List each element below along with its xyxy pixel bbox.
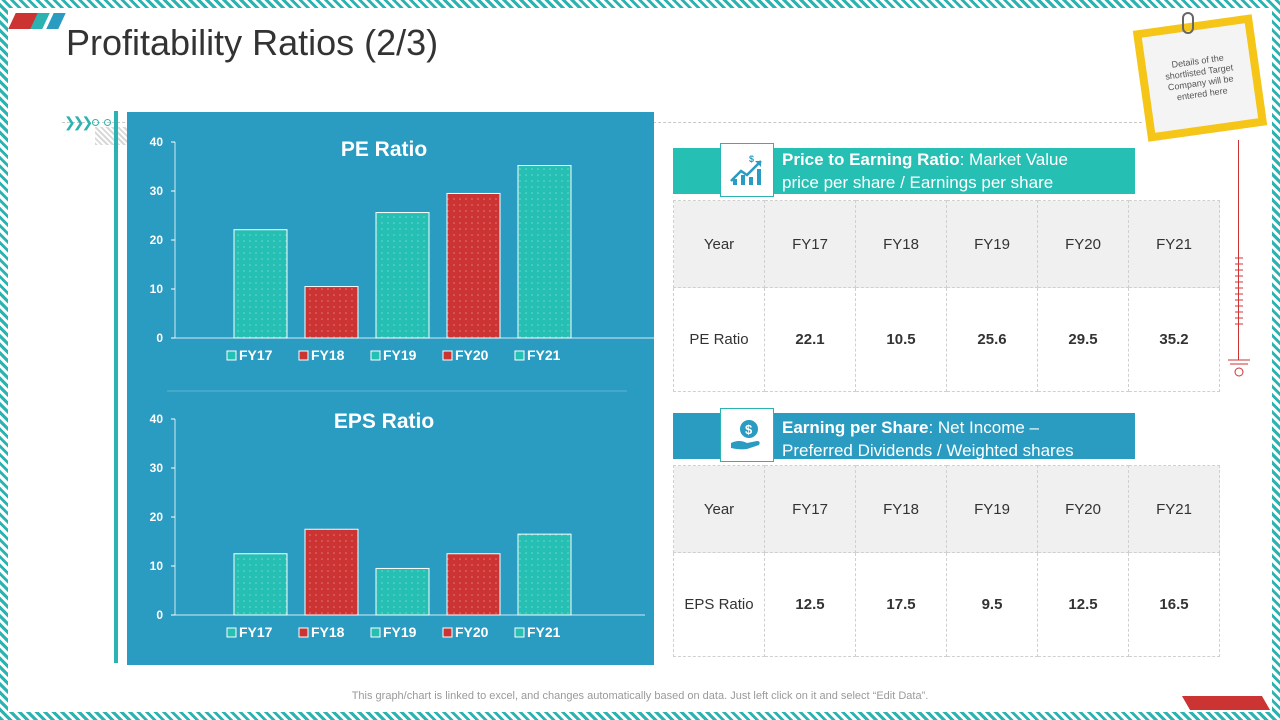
accent-vertical-bar [114, 111, 118, 663]
thermometer-icon [1228, 257, 1250, 377]
bar-texture [447, 553, 500, 615]
table-cell: 9.5 [946, 552, 1038, 657]
table-header-cell: FY18 [855, 200, 947, 288]
bar-texture [305, 529, 358, 615]
y-tick-label: 30 [150, 461, 164, 475]
pe-ratio-table: Year FY17 FY18 FY19 FY20 FY21 PE Ratio 2… [673, 200, 1220, 392]
table-header-cell: FY19 [946, 200, 1038, 288]
pe-definition-term: Price to Earning Ratio [782, 150, 960, 169]
legend-label: FY20 [455, 347, 489, 363]
growth-chart-dollar-icon: $ [720, 143, 774, 197]
table-header-cell: FY20 [1037, 200, 1129, 288]
legend-label: FY19 [383, 624, 417, 640]
hanging-line-decoration [1238, 140, 1239, 360]
y-tick-label: 40 [150, 412, 164, 426]
table-header-cell: FY19 [946, 465, 1038, 553]
sticky-note-text: Details of the shortlisted Target Compan… [1141, 23, 1259, 133]
bottom-corner-flag [1181, 696, 1271, 710]
table-header-cell: FY21 [1128, 200, 1220, 288]
table-header-cell: FY21 [1128, 465, 1220, 553]
table-header-row: Year FY17 FY18 FY19 FY20 FY21 [673, 465, 1220, 553]
table-header-cell: FY17 [764, 465, 856, 553]
table-cell: 12.5 [1037, 552, 1129, 657]
legend-label: FY20 [455, 624, 489, 640]
bar-texture [518, 165, 571, 338]
table-header-cell: FY17 [764, 200, 856, 288]
legend-swatch [442, 627, 453, 638]
table-row: PE Ratio 22.1 10.5 25.6 29.5 35.2 [673, 287, 1220, 392]
chevrons-icon: ❯❯❯ [64, 114, 93, 130]
table-row-label: PE Ratio [673, 287, 765, 392]
y-tick-label: 40 [150, 135, 164, 149]
y-tick-label: 20 [150, 510, 164, 524]
table-cell: 22.1 [764, 287, 856, 392]
table-header-row: Year FY17 FY18 FY19 FY20 FY21 [673, 200, 1220, 288]
bar-texture [234, 229, 287, 338]
legend-label: FY17 [239, 347, 273, 363]
bar-texture [234, 553, 287, 615]
charts-panel: PE Ratio 0 10 20 30 40 FY17 FY18 FY19 FY20 FY21 EPS… [127, 112, 654, 665]
legend-swatch [370, 627, 381, 638]
bar-texture [305, 286, 358, 338]
table-cell: 10.5 [855, 287, 947, 392]
legend-swatch [226, 627, 237, 638]
chart-title: PE Ratio [341, 138, 427, 161]
corner-flag-blue [46, 13, 66, 29]
pe-definition-formula: : Market Value price per share / Earning… [782, 150, 1068, 192]
table-cell: 29.5 [1037, 287, 1129, 392]
table-row: EPS Ratio 12.5 17.5 9.5 12.5 16.5 [673, 552, 1220, 657]
table-cell: 35.2 [1128, 287, 1220, 392]
hatch-decoration [95, 127, 127, 145]
table-header-cell: FY20 [1037, 465, 1129, 553]
paper-clip-icon [1182, 12, 1194, 34]
legend-swatch [298, 350, 309, 361]
y-tick-label: 20 [150, 233, 164, 247]
charts-svg: PE Ratio 0 10 20 30 40 FY17 FY18 FY19 FY20 FY21 EPS… [150, 135, 654, 640]
legend-swatch [514, 350, 525, 361]
eps-definition-term: Earning per Share [782, 418, 929, 437]
bar-texture [376, 212, 429, 338]
small-circle-icon [104, 119, 111, 126]
legend-label: FY18 [311, 347, 345, 363]
y-tick-label: 0 [156, 331, 163, 345]
table-header-cell: Year [673, 465, 765, 553]
table-row-label: EPS Ratio [673, 552, 765, 657]
table-header-cell: Year [673, 200, 765, 288]
svg-text:$: $ [745, 422, 753, 437]
svg-text:$: $ [749, 154, 754, 164]
bar-texture [518, 534, 571, 615]
hand-dollar-icon: $ [720, 408, 774, 462]
page-title: Profitability Ratios (2/3) [66, 22, 439, 63]
legend-swatch [298, 627, 309, 638]
chart-title: EPS Ratio [334, 410, 434, 433]
bar-texture [376, 568, 429, 615]
legend-swatch [514, 627, 525, 638]
footer-note: This graph/chart is linked to excel, and… [351, 690, 929, 702]
legend-label: FY19 [383, 347, 417, 363]
bar-texture [447, 193, 500, 338]
table-cell: 17.5 [855, 552, 947, 657]
y-tick-label: 30 [150, 184, 164, 198]
table-cell: 12.5 [764, 552, 856, 657]
y-tick-label: 0 [156, 608, 163, 622]
legend-swatch [370, 350, 381, 361]
y-tick-label: 10 [150, 559, 164, 573]
pe-definition-text: Price to Earning Ratio: Market Value pri… [782, 148, 1102, 194]
table-cell: 16.5 [1128, 552, 1220, 657]
y-tick-label: 10 [150, 282, 164, 296]
eps-ratio-table: Year FY17 FY18 FY19 FY20 FY21 EPS Ratio … [673, 465, 1220, 657]
table-header-cell: FY18 [855, 465, 947, 553]
legend-swatch [442, 350, 453, 361]
sticky-note: Details of the shortlisted Target Compan… [1132, 14, 1268, 142]
legend-label: FY21 [527, 624, 561, 640]
legend-swatch [226, 350, 237, 361]
table-cell: 25.6 [946, 287, 1038, 392]
legend-label: FY17 [239, 624, 273, 640]
small-circle-icon [92, 119, 99, 126]
legend-label: FY21 [527, 347, 561, 363]
legend-label: FY18 [311, 624, 345, 640]
